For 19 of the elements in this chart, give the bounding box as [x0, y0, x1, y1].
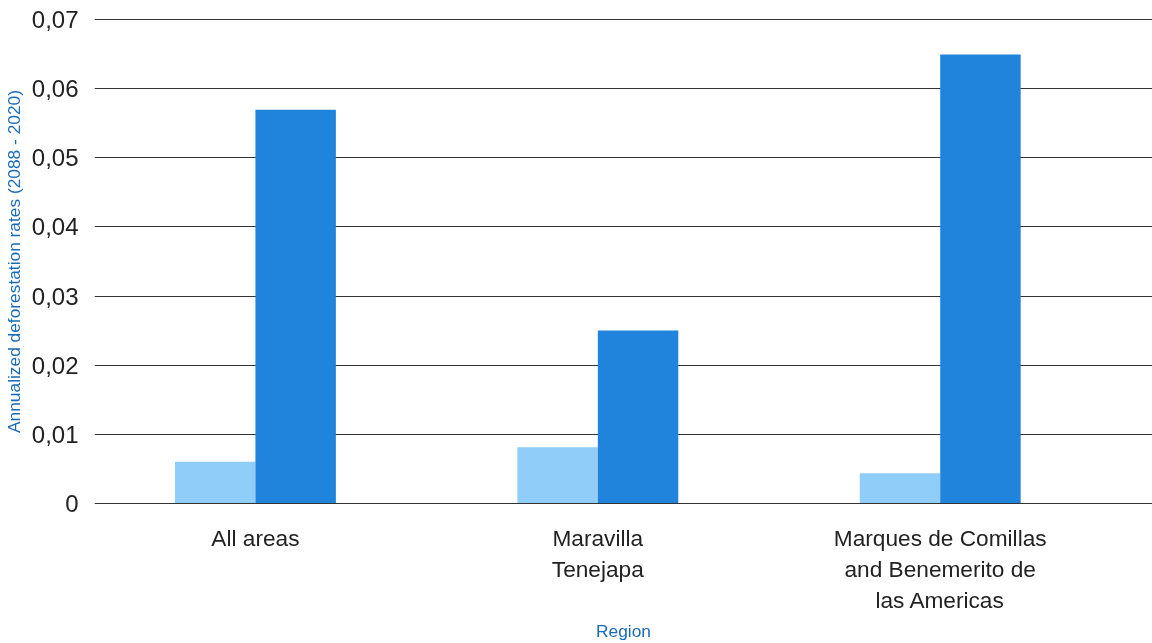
y-tick-label: 0,06: [31, 75, 79, 103]
y-tick-label: 0,05: [31, 144, 79, 172]
x-axis-title: Region: [596, 620, 651, 641]
y-axis-title: Annualized deforestation rates (2088 - 2020): [3, 90, 24, 433]
y-tick-label: 0,02: [31, 351, 79, 379]
x-tick-label: Marques de Comillas and Benemerito de las Americas: [833, 524, 1047, 613]
bar: [255, 109, 336, 504]
y-tick-label: 0,01: [31, 420, 79, 448]
bar: [940, 54, 1021, 504]
y-tick-label: 0,03: [31, 282, 79, 310]
bar: [597, 330, 679, 504]
bar: [859, 473, 941, 504]
x-tick-label: Maravilla Tenejapa: [551, 524, 645, 582]
y-tick-label: 0,04: [31, 213, 79, 241]
x-tick-label: All areas: [211, 524, 300, 551]
y-tick-label: 0: [65, 489, 79, 517]
bar: [174, 461, 256, 504]
bar: [517, 447, 598, 504]
y-tick-label: 0,07: [31, 6, 79, 34]
